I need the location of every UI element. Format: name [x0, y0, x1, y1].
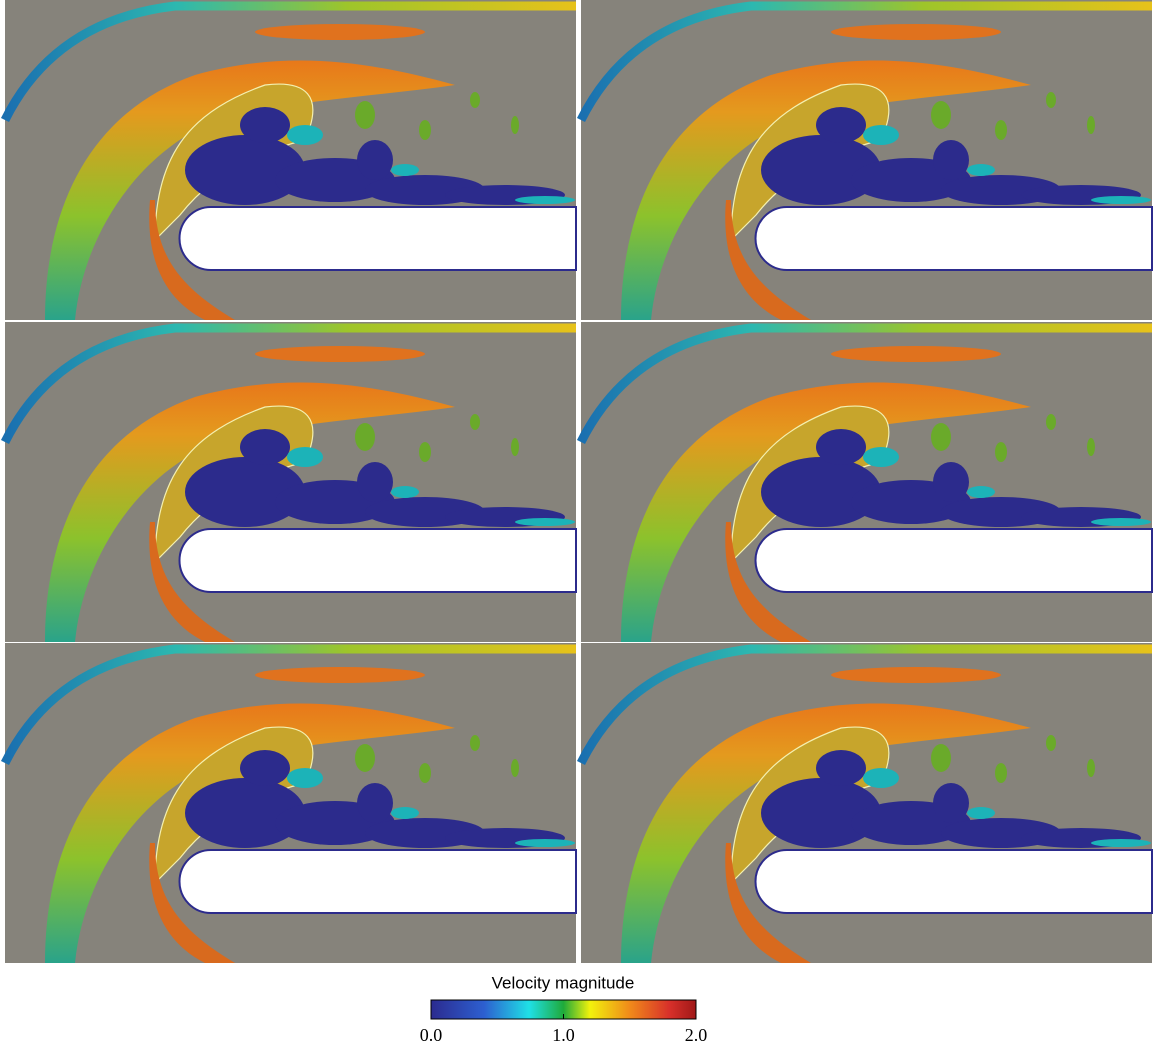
panel	[581, 322, 1152, 642]
panel	[581, 643, 1152, 963]
tick-label: 0.0	[420, 1025, 443, 1045]
panel	[5, 322, 576, 642]
colorbar-title: Velocity magnitude	[492, 973, 635, 992]
panel	[5, 643, 576, 963]
panel	[581, 0, 1152, 320]
figure: Velocity magnitude 0.0 1.0 2.0	[0, 0, 1156, 1050]
page: Velocity magnitude 0.01.02.0 (() => { co…	[0, 0, 1156, 1050]
tick-label: 1.0	[552, 1025, 575, 1045]
panel	[5, 0, 576, 320]
tick-label: 2.0	[685, 1025, 708, 1045]
